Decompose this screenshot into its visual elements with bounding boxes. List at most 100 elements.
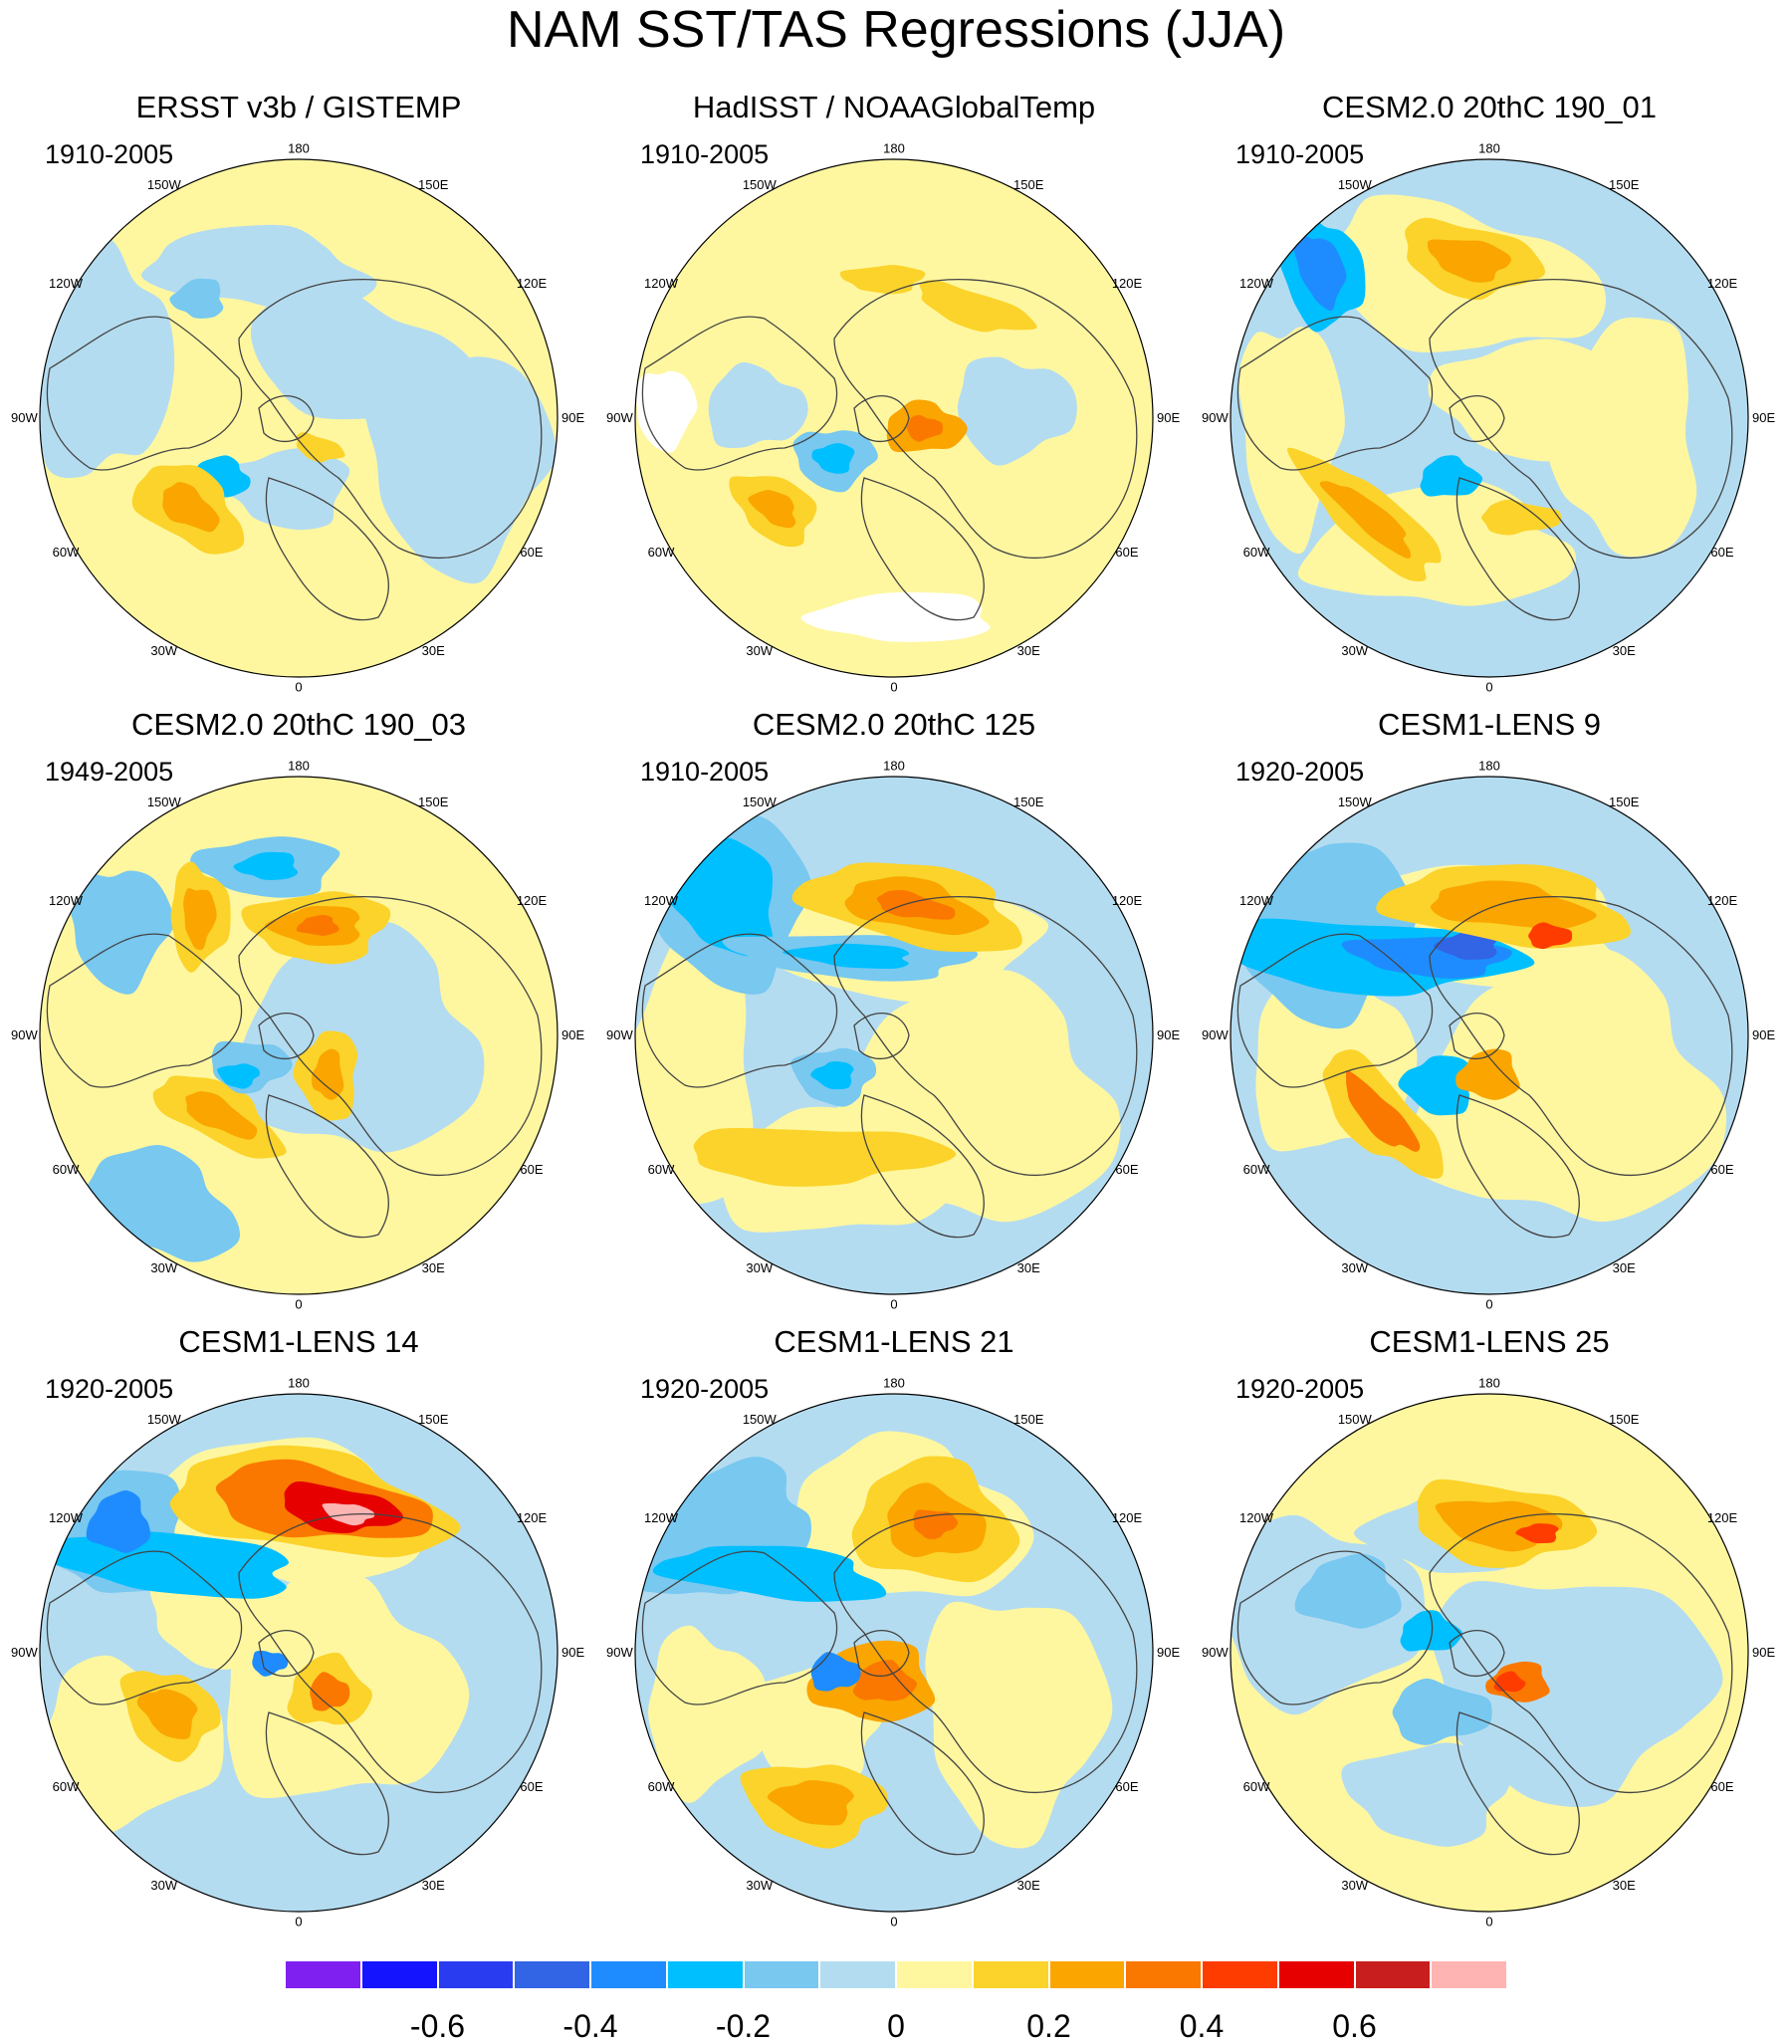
contour-region	[1427, 239, 1511, 283]
longitude-label: 120W	[49, 1510, 84, 1525]
contour-field	[635, 159, 1153, 677]
contour-region	[217, 1063, 261, 1089]
longitude-label: 30E	[1613, 1878, 1636, 1893]
longitude-label: 120E	[1112, 1510, 1143, 1525]
longitude-label: 60W	[648, 1162, 675, 1177]
longitude-label: 30E	[1613, 643, 1636, 658]
longitude-label: 60E	[1115, 1162, 1138, 1177]
contour-region	[227, 921, 485, 1153]
contour-region	[1392, 1678, 1492, 1745]
colorbar-swatch	[666, 1960, 744, 1989]
contour-region	[693, 1128, 957, 1187]
longitude-label: 120W	[1239, 893, 1274, 908]
longitude-label: 30E	[422, 1878, 445, 1893]
longitude-label: 30E	[422, 643, 445, 658]
colorbar-swatch	[743, 1960, 820, 1989]
contour-region	[810, 1061, 854, 1090]
contour-region	[748, 490, 796, 529]
longitude-label: 180	[288, 759, 310, 774]
panel-title: CESM1-LENS 9	[1378, 707, 1601, 742]
longitude-label: 120E	[517, 276, 548, 291]
panel-title: CESM2.0 20thC 125	[752, 707, 1036, 742]
map-boundary	[39, 1393, 559, 1913]
longitude-label: 30E	[1613, 1260, 1636, 1275]
coastline	[641, 316, 838, 471]
longitude-label: 90W	[606, 1645, 633, 1660]
contour-region	[1294, 1553, 1402, 1629]
longitude-label: 30E	[1017, 643, 1040, 658]
colorbar-swatch	[819, 1960, 897, 1989]
map-boundary	[39, 158, 559, 678]
longitude-label: 180	[883, 141, 905, 156]
coastline	[1429, 1512, 1733, 1794]
coastline	[641, 933, 838, 1088]
longitude-label: 0	[1485, 1296, 1492, 1311]
longitude-label: 0	[295, 679, 302, 694]
polar-map: 180 150E 120E 90E 60E 30E 0 30W 60W 90W 120W 150W	[1202, 141, 1775, 695]
longitude-label: 150E	[1013, 795, 1044, 809]
longitude-label: 0	[295, 1296, 302, 1311]
longitude-label: 30W	[1341, 1260, 1368, 1275]
contour-region	[310, 1672, 350, 1711]
contour-region	[68, 870, 174, 995]
contour-region	[86, 1490, 150, 1553]
contour-region	[1400, 1610, 1463, 1652]
colorbar-swatch	[514, 1960, 591, 1989]
figure-title: NAM SST/TAS Regressions (JJA)	[506, 1, 1286, 59]
longitude-label: 0	[890, 1914, 897, 1929]
panel-title: HadISST / NOAAGlobalTemp	[692, 90, 1096, 124]
coastline	[258, 395, 315, 442]
coastline	[1449, 1013, 1505, 1059]
coastline	[46, 1550, 243, 1705]
longitude-label: 30W	[1341, 643, 1368, 658]
contour-region	[906, 414, 943, 442]
longitude-label: 150E	[1013, 1412, 1044, 1427]
longitude-label: 150E	[1609, 795, 1640, 809]
map-boundary	[1230, 158, 1749, 678]
contour-region	[40, 1531, 289, 1599]
panel-period: 1920-2005	[1235, 757, 1365, 787]
coastline	[238, 895, 543, 1177]
longitude-label: 60E	[520, 1779, 543, 1794]
longitude-label: 90E	[1157, 410, 1180, 425]
contour-region	[1406, 948, 1727, 1223]
map-boundary	[39, 776, 559, 1295]
contour-region	[1292, 232, 1347, 312]
contour-region	[169, 278, 224, 319]
panel-period: 1920-2005	[640, 1374, 770, 1404]
longitude-label: 60W	[648, 1779, 675, 1794]
map-panel-1: ERSST v3b / GISTEMP 1910-2005 180 150E 120…	[0, 90, 597, 707]
contour-region	[852, 1660, 917, 1702]
coastline	[860, 477, 986, 621]
longitude-label: 90W	[606, 1027, 633, 1042]
longitude-label: 90E	[1157, 1027, 1180, 1042]
longitude-label: 120W	[1239, 1510, 1274, 1525]
longitude-label: 120E	[1707, 893, 1738, 908]
contour-region	[1341, 1742, 1512, 1847]
longitude-label: 90E	[1752, 410, 1775, 425]
coastline	[853, 395, 910, 442]
longitude-label: 150W	[1338, 795, 1373, 809]
contour-region	[1398, 1055, 1474, 1116]
longitude-label: 90W	[11, 1027, 38, 1042]
coastline	[1429, 278, 1733, 560]
longitude-label: 0	[1485, 679, 1492, 694]
longitude-label: 30E	[1017, 1878, 1040, 1893]
polar-map: 180 150E 120E 90E 60E 30E 0 30W 60W 90W 120W 150W	[606, 759, 1180, 1312]
panel-title: CESM1-LENS 14	[178, 1324, 419, 1359]
coastline	[265, 477, 390, 621]
colorbar-swatch	[1048, 1960, 1126, 1989]
longitude-label: 60E	[1710, 1779, 1733, 1794]
coastline	[238, 1512, 543, 1794]
coastline	[853, 1013, 910, 1059]
contour-region	[1420, 455, 1483, 497]
polar-map: 180 150E 120E 90E 60E 30E 0 30W 60W 90W 120W 150W	[1202, 1376, 1775, 1930]
longitude-label: 180	[1478, 141, 1500, 156]
longitude-label: 150W	[743, 177, 778, 192]
longitude-label: 150E	[418, 1412, 449, 1427]
colorbar-swatch	[896, 1960, 973, 1989]
contour-field	[1231, 1394, 1748, 1912]
longitude-label: 150E	[418, 795, 449, 809]
colorbar-tick-label: 0.2	[1026, 2008, 1071, 2044]
panel-title: CESM1-LENS 25	[1369, 1324, 1610, 1359]
